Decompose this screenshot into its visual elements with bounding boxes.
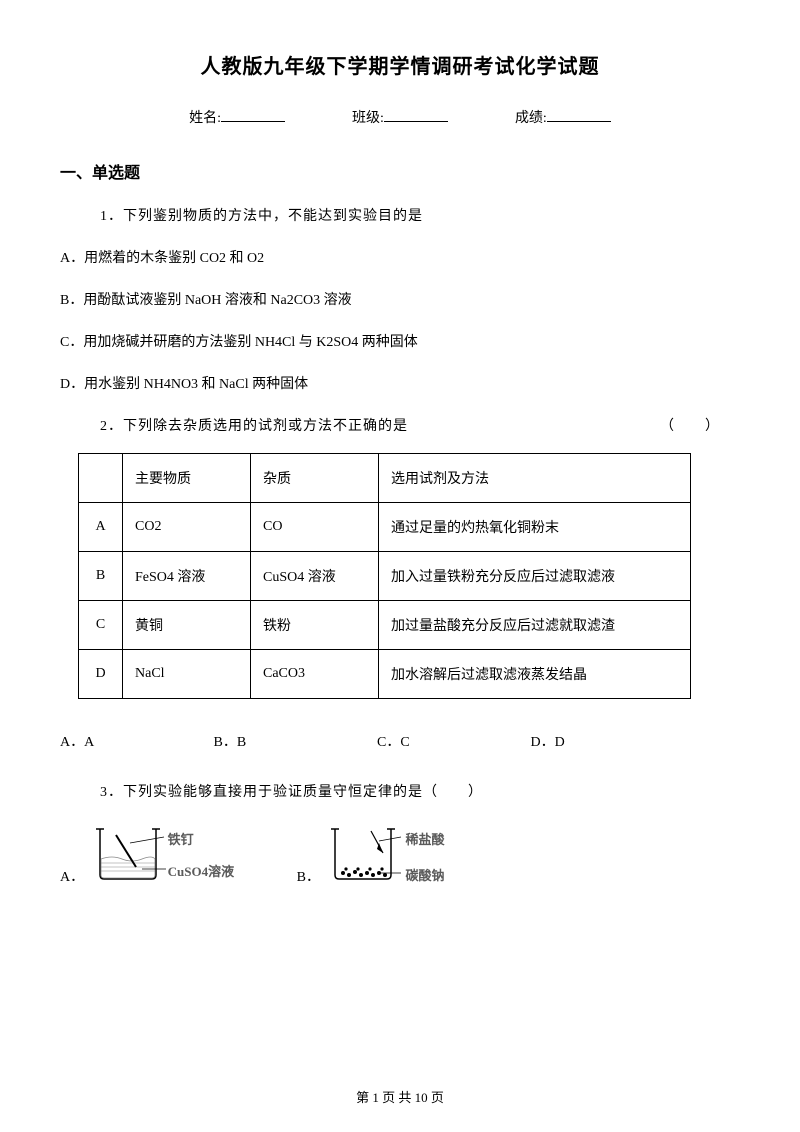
q3-b-prefix: B． <box>297 870 320 885</box>
q1-opt-b: B．用酚酞试液鉴别 NaOH 溶液和 Na2CO3 溶液 <box>60 289 740 309</box>
cell: 加过量盐酸充分反应后过滤就取滤渣 <box>379 601 691 650</box>
cell: 加入过量铁粉充分反应后过滤取滤液 <box>379 552 691 601</box>
name-label: 姓名: <box>189 111 221 126</box>
beaker-icon <box>92 823 170 881</box>
q3-diagram-a: 铁钉 CuSO4溶液 <box>92 823 170 886</box>
q2-options: A．A B．B C．C D．D <box>60 731 740 751</box>
q1-opt-a: A．用燃着的木条鉴别 CO2 和 O2 <box>60 247 740 267</box>
cell: FeSO4 溶液 <box>123 552 251 601</box>
score-blank <box>547 108 611 122</box>
q2-table: 主要物质 杂质 选用试剂及方法 A CO2 CO 通过足量的灼热氧化铜粉末 B … <box>78 453 740 699</box>
cell: CO2 <box>123 503 251 552</box>
q2-stem-text: 2．下列除去杂质选用的试剂或方法不正确的是 <box>100 419 408 434</box>
q3-b-label2: 碳酸钠 <box>405 865 444 884</box>
cell: 黄铜 <box>123 601 251 650</box>
th-method: 选用试剂及方法 <box>379 454 691 503</box>
table-row: A CO2 CO 通过足量的灼热氧化铜粉末 <box>79 503 691 552</box>
q2-opt-b: B．B <box>214 731 374 751</box>
q3-diagrams: A． 铁钉 CuSO4溶液 B． <box>60 823 740 903</box>
cell: A <box>79 503 123 552</box>
q1-opt-c: C．用加烧碱并研磨的方法鉴别 NH4Cl 与 K2SO4 两种固体 <box>60 331 740 351</box>
table-row: B FeSO4 溶液 CuSO4 溶液 加入过量铁粉充分反应后过滤取滤液 <box>79 552 691 601</box>
cell: NaCl <box>123 650 251 699</box>
class-label: 班级: <box>352 111 384 126</box>
cell: 通过足量的灼热氧化铜粉末 <box>379 503 691 552</box>
cell: 铁粉 <box>251 601 379 650</box>
class-blank <box>384 108 448 122</box>
page-footer: 第 1 页 共 10 页 <box>0 1087 800 1106</box>
cell: B <box>79 552 123 601</box>
cell: 加水溶解后过滤取滤液蒸发结晶 <box>379 650 691 699</box>
beaker-icon <box>327 823 405 881</box>
section-heading: 一、单选题 <box>60 159 740 183</box>
q3-a-prefix: A． <box>60 870 84 885</box>
name-blank <box>221 108 285 122</box>
info-line: 姓名: 班级: 成绩: <box>60 107 740 127</box>
cell: C <box>79 601 123 650</box>
q3-b-label1: 稀盐酸 <box>405 829 444 848</box>
score-label: 成绩: <box>515 111 547 126</box>
page-title: 人教版九年级下学期学情调研考试化学试题 <box>60 50 740 79</box>
q3-a-label2: CuSO4溶液 <box>168 861 234 880</box>
cell: CuSO4 溶液 <box>251 552 379 601</box>
q3-a-label1: 铁钉 <box>168 829 194 848</box>
cell: CaCO3 <box>251 650 379 699</box>
q2-opt-a: A．A <box>60 731 210 751</box>
table-row: D NaCl CaCO3 加水溶解后过滤取滤液蒸发结晶 <box>79 650 691 699</box>
q1-stem: 1．下列鉴别物质的方法中，不能达到实验目的是 <box>100 205 740 225</box>
q1-opt-d: D．用水鉴别 NH4NO3 和 NaCl 两种固体 <box>60 373 740 393</box>
q3-stem: 3．下列实验能够直接用于验证质量守恒定律的是（ ） <box>100 781 740 801</box>
th-blank <box>79 454 123 503</box>
q2-stem: 2．下列除去杂质选用的试剂或方法不正确的是 （ ） <box>100 415 740 435</box>
q3-diagram-b: 稀盐酸 碳酸钠 <box>327 823 405 886</box>
table-row: C 黄铜 铁粉 加过量盐酸充分反应后过滤就取滤渣 <box>79 601 691 650</box>
cell: D <box>79 650 123 699</box>
q2-opt-c: C．C <box>377 731 527 751</box>
q2-opt-d: D．D <box>531 731 565 751</box>
th-imp: 杂质 <box>251 454 379 503</box>
cell: CO <box>251 503 379 552</box>
q2-paren: （ ） <box>660 415 720 435</box>
th-main: 主要物质 <box>123 454 251 503</box>
